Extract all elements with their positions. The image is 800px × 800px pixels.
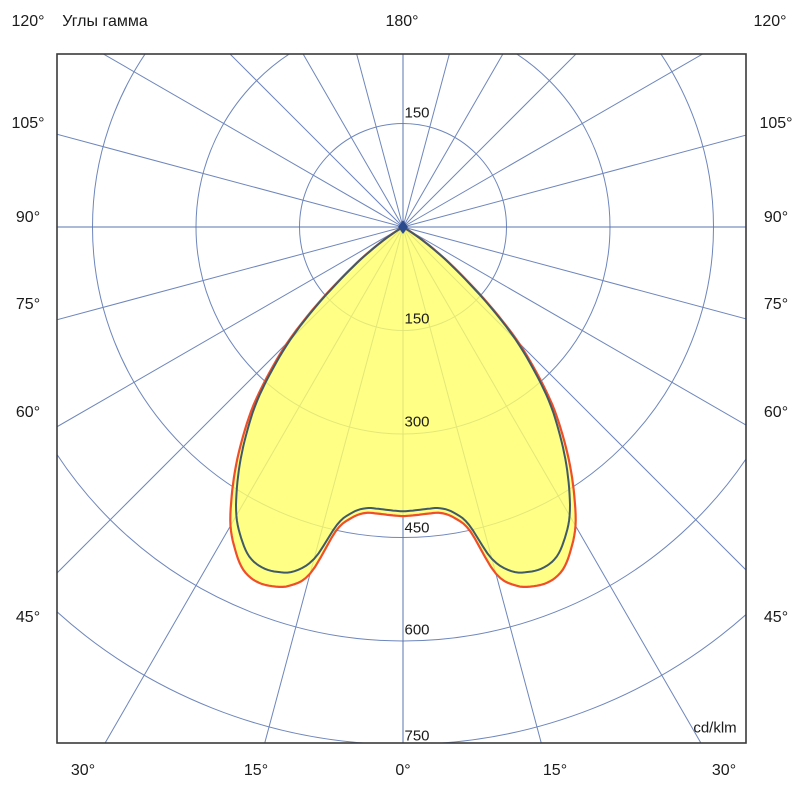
radial-tick-450: 450 [404, 519, 430, 537]
gamma-label-left-90: 90° [15, 209, 41, 226]
top-label-180: 180° [385, 13, 419, 30]
unit-label: cd/klm [693, 719, 737, 737]
beam-inner-curve [235, 226, 571, 574]
gamma-label-left-60: 60° [15, 404, 41, 421]
gamma-label-bottom-30-right: 30° [711, 762, 737, 779]
chart-title: Углы гамма [62, 13, 148, 30]
radial-tick-150-bottom: 150 [404, 310, 430, 328]
plot-border [56, 53, 747, 744]
gamma-label-right-75: 75° [763, 296, 789, 313]
gamma-label-left-105: 105° [11, 115, 45, 132]
gamma-label-left-75: 75° [15, 296, 41, 313]
center-marker [398, 220, 408, 234]
radial-tick-150-top: 150 [404, 104, 430, 122]
gamma-label-right-45: 45° [763, 609, 789, 626]
gamma-label-right-105: 105° [759, 115, 793, 132]
corner-label-120-left: 120° [11, 13, 45, 30]
gamma-label-left-45: 45° [15, 609, 41, 626]
gamma-label-bottom-30-left: 30° [70, 762, 96, 779]
gamma-label-right-60: 60° [763, 404, 789, 421]
gamma-label-bottom-15-left: 15° [243, 762, 269, 779]
gamma-label-bottom-0: 0° [395, 762, 411, 779]
radial-tick-300: 300 [404, 413, 430, 431]
gamma-label-bottom-15-right: 15° [542, 762, 568, 779]
radial-tick-600: 600 [404, 621, 430, 639]
beam-area-outer-curve [229, 225, 577, 588]
radial-tick-750: 750 [404, 727, 430, 745]
corner-label-120-right: 120° [753, 13, 787, 30]
gamma-label-right-90: 90° [763, 209, 789, 226]
